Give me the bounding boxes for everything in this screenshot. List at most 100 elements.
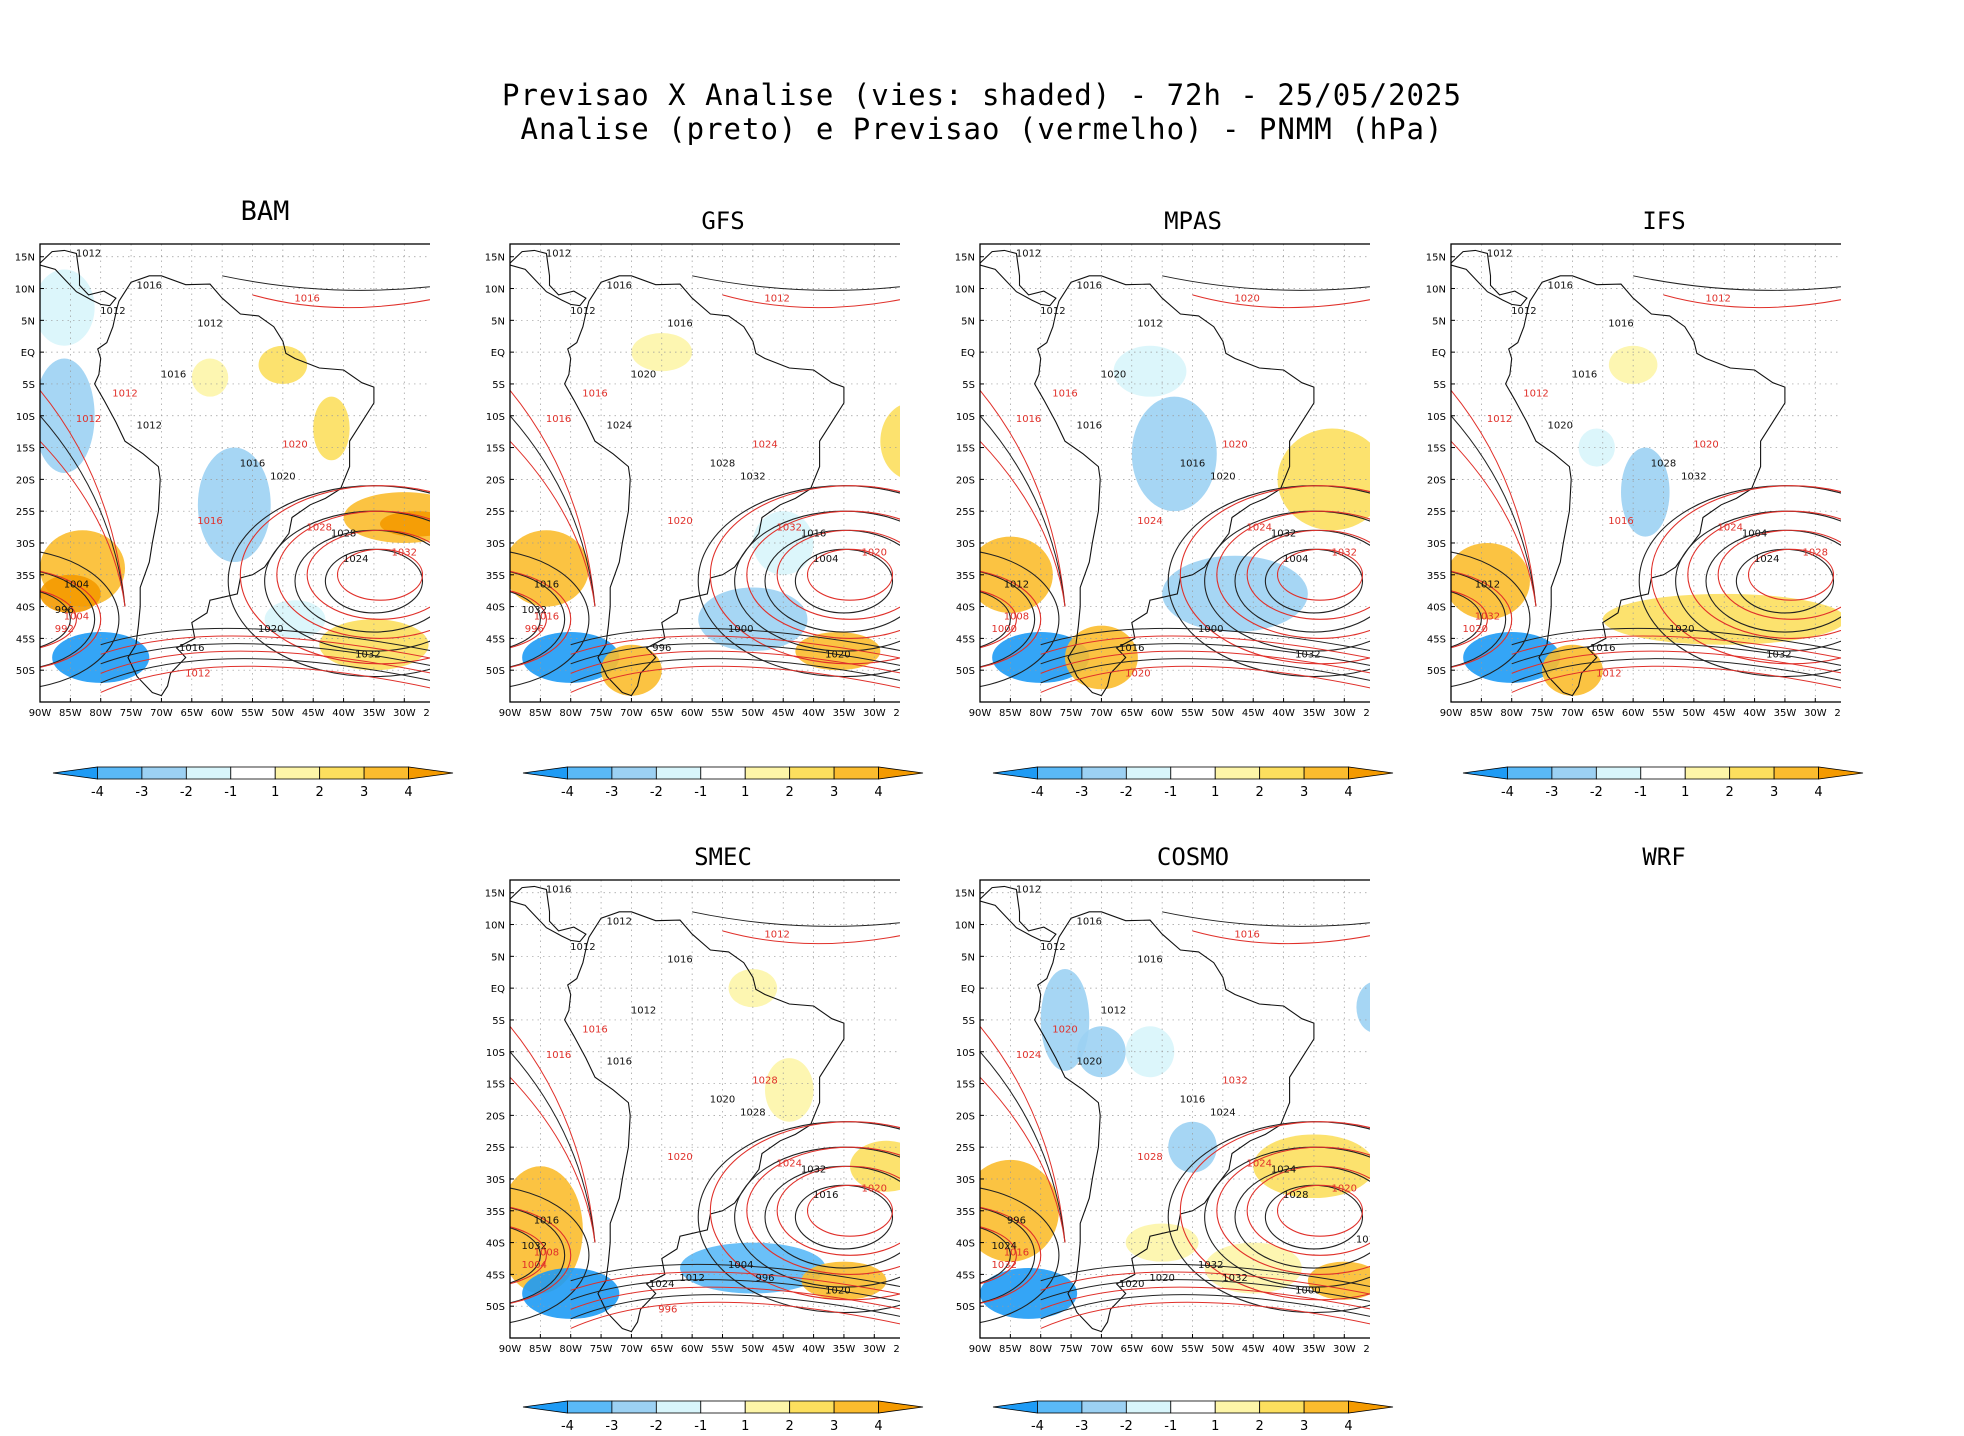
bias-shade [40, 358, 95, 473]
isobar [252, 294, 430, 309]
isobar [980, 389, 1066, 607]
lat-tick-label: 15N [955, 253, 975, 264]
isobar [980, 440, 1066, 607]
isobar [1511, 635, 1841, 659]
lat-tick-label: 15S [1427, 444, 1446, 455]
lat-tick-label: 35S [956, 1207, 975, 1218]
contour-label: 1012 [1356, 1235, 1370, 1246]
lat-tick-label: 15N [485, 253, 505, 264]
contour-label: 1004 [522, 1260, 547, 1271]
isobar [100, 665, 430, 693]
lat-tick-label: 35S [956, 571, 975, 582]
isobar [1511, 650, 1841, 674]
lat-tick-label: 5N [1432, 316, 1446, 327]
lon-tick-label: 90W [499, 708, 522, 719]
panel-title-cosmo: COSMO [1156, 843, 1230, 871]
colorbar-segment [992, 1400, 1038, 1414]
isobar [1040, 1294, 1370, 1320]
colorbar-segment [611, 766, 657, 780]
isobar [222, 275, 430, 291]
lat-tick-label: 15S [16, 444, 35, 455]
colorbar-segment [1303, 766, 1349, 780]
lat-tick-label: 45S [486, 634, 505, 645]
lon-tick-label: 40W [802, 708, 825, 719]
lon-tick-label: 35W [1303, 708, 1326, 719]
lat-tick-label: 25S [1427, 507, 1446, 518]
isobar [100, 650, 430, 674]
bias-shade [1277, 428, 1370, 531]
lon-tick-label: 75W [590, 708, 613, 719]
panel-title-bam: BAM [240, 196, 290, 227]
lon-tick-label: 65W [1120, 708, 1143, 719]
bias-shade [1578, 428, 1615, 467]
contour-label: 1012 [197, 319, 222, 330]
lon-tick-label: 65W [1120, 1344, 1143, 1355]
forecast-isobar [1747, 548, 1835, 601]
contour-label: 1012 [570, 306, 595, 317]
contour-label: 1004 [64, 580, 89, 591]
contour-label: 1032 [522, 1241, 547, 1252]
south-america-coastline [1033, 911, 1315, 1333]
contour-label: 1012 [1040, 942, 1065, 953]
lon-tick-label: 65W [650, 708, 673, 719]
isobar [1192, 294, 1370, 309]
lon-tick-label: 35W [833, 708, 856, 719]
central-america-coastline [40, 249, 117, 307]
forecast-isobar [510, 1226, 547, 1285]
lat-tick-label: 5S [1433, 380, 1446, 391]
contour-label: 1032 [355, 649, 380, 660]
bias-shade [801, 1261, 887, 1300]
analysis-isobar [40, 591, 71, 648]
lat-tick-label: 10N [485, 921, 505, 932]
contour-label: 1016 [1180, 1095, 1205, 1106]
lat-tick-label: 40S [486, 603, 505, 614]
lat-tick-label: 25S [16, 507, 35, 518]
contour-label: 1020 [1210, 471, 1235, 482]
contour-label: 1024 [649, 1279, 674, 1290]
bias-shade [510, 1166, 583, 1294]
lat-tick-label: 5N [21, 316, 35, 327]
lon-tick-label: 50W [272, 708, 295, 719]
map-panel-gfs: 1012 1016 1012 1016 1020 1024 1028 1032 1016 1004… [470, 236, 900, 731]
lat-tick-label: 20S [1427, 475, 1446, 486]
forecast-isobar [806, 548, 894, 601]
analysis-isobar [510, 591, 541, 648]
contour-label: 1032 [1295, 649, 1320, 660]
colorbar-segment [992, 766, 1038, 780]
colorbar-segment [567, 766, 613, 780]
colorbar-segment [567, 1400, 613, 1414]
isobar [510, 440, 596, 607]
contour-label: 1012 [1040, 306, 1065, 317]
isobar [722, 294, 900, 309]
central-america-coastline [1451, 249, 1528, 307]
colorbar-segment [1729, 766, 1775, 780]
contour-label: 1016 [1077, 917, 1102, 928]
colorbar: -4 -3 -2 -1 1 2 3 4 [52, 766, 454, 800]
contour-label: 1016 [1137, 955, 1162, 966]
colorbar: -4 -3 -2 -1 1 2 3 4 [522, 766, 924, 800]
bias-shade [264, 600, 326, 639]
lat-tick-label: 45S [1427, 634, 1446, 645]
lat-tick-label: 15S [486, 1080, 505, 1091]
lat-tick-label: 25S [956, 1143, 975, 1154]
colorbar-label: 3 [830, 1419, 838, 1434]
contour-label: 1012 [1004, 580, 1029, 591]
colorbar-segment [1551, 766, 1597, 780]
central-america-coastline [980, 885, 1057, 943]
colorbar: -4 -3 -2 -1 1 2 3 4 [522, 1400, 924, 1434]
isobar [1511, 627, 1841, 652]
colorbar-label: -1 [1164, 785, 1177, 800]
colorbar-segment [1125, 766, 1172, 780]
contour-label: 1016 [534, 1216, 559, 1227]
contour-label: 1016 [546, 885, 571, 896]
contour-label: 996 [658, 1305, 677, 1316]
lon-tick-label: 35W [363, 708, 386, 719]
isobar [510, 1025, 596, 1243]
isobar [100, 643, 430, 666]
contour-label: 1028 [307, 522, 332, 533]
contour-label: 1032 [522, 605, 547, 616]
colorbar-segment [319, 766, 365, 780]
lat-tick-label: 20S [956, 475, 975, 486]
colorbar-label: 2 [1256, 1419, 1264, 1434]
colorbar-segment [1081, 1400, 1127, 1414]
